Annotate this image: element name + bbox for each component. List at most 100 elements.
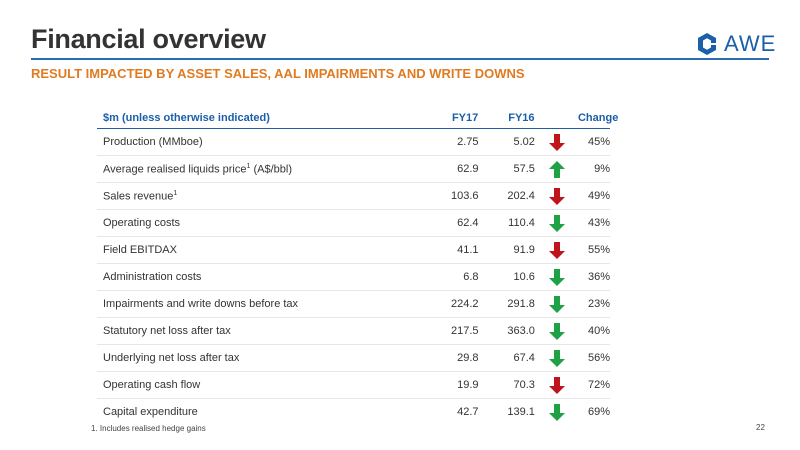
row-label: Impairments and write downs before tax	[97, 298, 399, 310]
footnote-marker: 1	[246, 162, 251, 170]
down-red-icon	[548, 133, 565, 151]
row-label-text: Sales revenue	[103, 190, 174, 203]
cell-fy16: 70.3	[513, 379, 535, 391]
table-row: Capital expenditure 42.7 139.1 69%	[97, 399, 610, 425]
row-label: Operating cash flow	[97, 379, 399, 391]
cell-fy16: 57.5	[513, 163, 535, 175]
cell-fy17: 62.9	[457, 163, 479, 175]
row-label: Production (MMboe)	[97, 136, 399, 148]
cell-fy17: 19.9	[457, 379, 479, 391]
row-label: Average realised liquids price1 (A$/bbl)	[97, 163, 399, 176]
down-green-icon	[548, 403, 565, 421]
row-label: Statutory net loss after tax	[97, 325, 399, 337]
logo-text: AWE	[724, 31, 777, 56]
row-label-text: Production (MMboe)	[103, 136, 203, 148]
cell-trend	[535, 376, 578, 394]
page-title: Financial overview	[31, 24, 266, 54]
cell-fy16: 91.9	[513, 244, 535, 256]
table-row: Field EBITDAX 41.1 91.9 55%	[97, 237, 610, 264]
cell-fy17: 41.1	[457, 244, 479, 256]
down-red-icon	[548, 376, 565, 394]
row-label-text: Underlying net loss after tax	[103, 352, 240, 364]
cell-change: 56%	[587, 352, 610, 364]
footnote-marker: 1	[173, 189, 178, 197]
row-label-text: Impairments and write downs before tax	[103, 298, 299, 310]
header-fy16: FY16	[508, 112, 535, 124]
table-body: Production (MMboe) 2.75 5.02 45% Average rea…	[97, 129, 610, 425]
cell-fy16: 363.0	[507, 325, 535, 337]
cell-fy16: 5.02	[513, 136, 535, 148]
cell-trend	[535, 403, 578, 421]
table-row: Statutory net loss after tax 217.5 363.0 40…	[97, 318, 610, 345]
cell-trend	[535, 214, 578, 232]
row-label: Operating costs	[97, 217, 399, 229]
cell-fy17: 6.8	[463, 271, 479, 283]
row-label: Sales revenue1	[97, 190, 399, 203]
cell-fy17: 2.75	[457, 136, 479, 148]
up-green-icon	[548, 160, 565, 178]
row-label-text: Administration costs	[103, 271, 202, 283]
title-divider	[31, 58, 769, 60]
cell-change: 23%	[587, 298, 610, 310]
row-label-text: Statutory net loss after tax	[103, 325, 231, 337]
cell-change: 72%	[587, 379, 610, 391]
cell-change: 9%	[594, 163, 610, 175]
table-row: Operating cash flow 19.9 70.3 72%	[97, 372, 610, 399]
cell-fy17: 42.7	[457, 406, 479, 418]
cell-trend	[535, 295, 578, 313]
financial-table: $m (unless otherwise indicated) FY17 FY1…	[97, 108, 619, 425]
footnote: 1. Includes realised hedge gains	[91, 424, 206, 433]
cell-fy17: 62.4	[457, 217, 479, 229]
row-label-suffix: (A$/bbl)	[250, 163, 292, 176]
row-label: Capital expenditure	[97, 406, 399, 418]
cell-change: 55%	[587, 244, 610, 256]
cell-fy16: 67.4	[513, 352, 535, 364]
down-green-icon	[548, 322, 565, 340]
company-logo: AWE	[694, 28, 776, 60]
cell-fy17: 29.8	[457, 352, 479, 364]
page-subtitle: RESULT IMPACTED BY ASSET SALES, AAL IMPA…	[31, 66, 525, 81]
down-red-icon	[548, 187, 565, 205]
cell-trend	[535, 160, 578, 178]
table-header: $m (unless otherwise indicated) FY17 FY1…	[97, 108, 619, 129]
cell-fy16: 202.4	[507, 190, 535, 202]
cell-trend	[535, 187, 578, 205]
down-green-icon	[548, 349, 565, 367]
table-row: Sales revenue1 103.6 202.4 49%	[97, 183, 610, 210]
table-row: Average realised liquids price1 (A$/bbl)…	[97, 156, 610, 183]
cell-fy17: 103.6	[451, 190, 479, 202]
awe-logo-icon	[698, 33, 716, 55]
cell-fy17: 224.2	[451, 298, 479, 310]
row-label-text: Capital expenditure	[103, 406, 198, 418]
header-label: $m (unless otherwise indicated)	[103, 112, 270, 124]
row-label: Administration costs	[97, 271, 399, 283]
header-change: Change	[577, 112, 619, 124]
cell-change: 36%	[587, 271, 610, 283]
cell-change: 40%	[587, 325, 610, 337]
cell-trend	[535, 322, 578, 340]
table-row: Underlying net loss after tax 29.8 67.4 56%	[97, 345, 610, 372]
cell-fy16: 10.6	[513, 271, 535, 283]
cell-change: 45%	[587, 136, 610, 148]
row-label-text: Operating costs	[103, 217, 181, 229]
cell-change: 49%	[587, 190, 610, 202]
cell-fy16: 291.8	[507, 298, 535, 310]
table-row: Impairments and write downs before tax 22…	[97, 291, 610, 318]
row-label: Underlying net loss after tax	[97, 352, 399, 364]
cell-fy16: 139.1	[507, 406, 535, 418]
down-green-icon	[548, 295, 565, 313]
table-row: Operating costs 62.4 110.4 43%	[97, 210, 610, 237]
table-row: Production (MMboe) 2.75 5.02 45%	[97, 129, 610, 156]
cell-change: 69%	[587, 406, 610, 418]
page-number: 22	[756, 423, 765, 432]
table-row: Administration costs 6.8 10.6 36%	[97, 264, 610, 291]
row-label-text: Average realised liquids price	[103, 163, 247, 176]
down-green-icon	[548, 214, 565, 232]
cell-trend	[535, 241, 578, 259]
row-label-text: Field EBITDAX	[103, 244, 177, 256]
cell-fy17: 217.5	[451, 325, 479, 337]
cell-fy16: 110.4	[508, 217, 535, 229]
header-fy17: FY17	[451, 112, 479, 124]
cell-trend	[535, 349, 578, 367]
cell-change: 43%	[587, 217, 610, 229]
